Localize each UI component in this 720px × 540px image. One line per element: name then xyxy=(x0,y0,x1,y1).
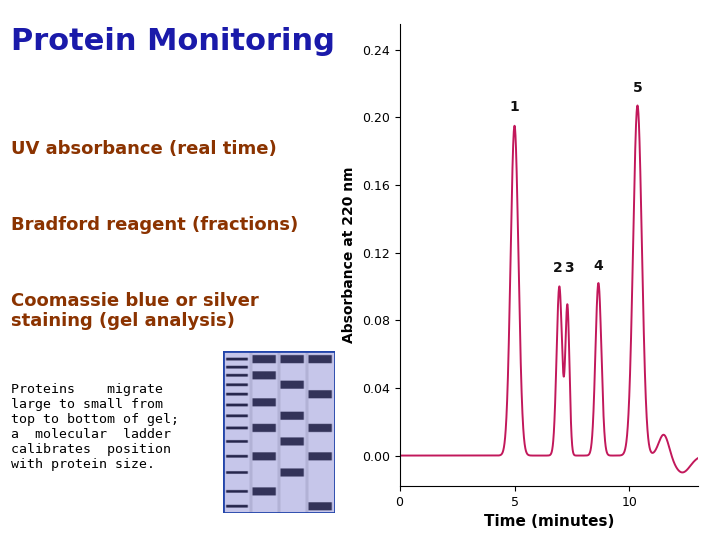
Text: 4: 4 xyxy=(593,259,603,273)
Text: 5: 5 xyxy=(633,82,642,96)
Text: Bradford reagent (fractions): Bradford reagent (fractions) xyxy=(11,216,298,234)
Text: 2: 2 xyxy=(553,261,563,275)
Text: 3: 3 xyxy=(564,261,573,275)
Text: Proteins    migrate
large to small from
top to bottom of gel;
a  molecular  ladd: Proteins migrate large to small from top… xyxy=(11,383,179,471)
Text: Protein Monitoring: Protein Monitoring xyxy=(11,27,335,56)
Text: 1: 1 xyxy=(510,100,519,114)
Text: Coomassie blue or silver
staining (gel analysis): Coomassie blue or silver staining (gel a… xyxy=(11,292,258,330)
Text: UV absorbance (real time): UV absorbance (real time) xyxy=(11,140,276,158)
Y-axis label: Absorbance at 220 nm: Absorbance at 220 nm xyxy=(342,167,356,343)
X-axis label: Time (minutes): Time (minutes) xyxy=(484,514,614,529)
